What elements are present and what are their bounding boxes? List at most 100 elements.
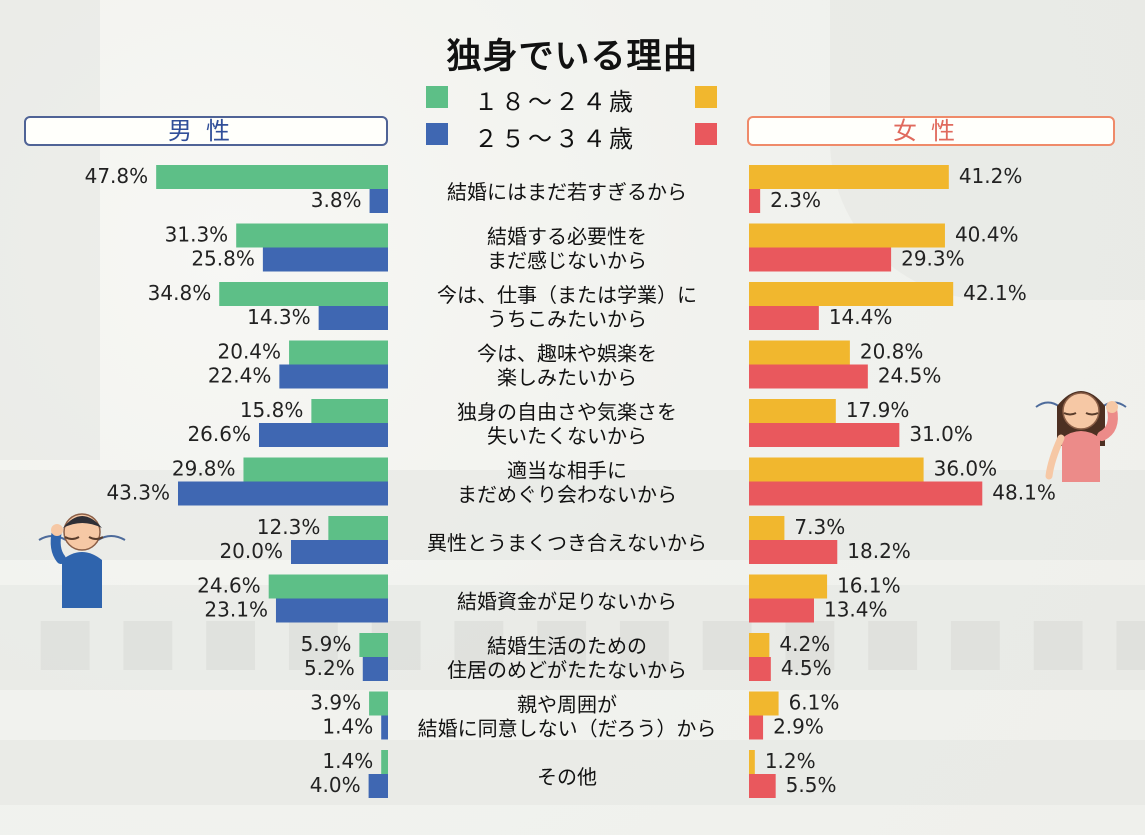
female-25-34-label: 5.5% bbox=[786, 773, 837, 797]
male-25-34-label: 4.0% bbox=[310, 773, 361, 797]
female-18-24-bar bbox=[749, 516, 785, 540]
category-label: 結婚にはまだ若すぎるから bbox=[447, 180, 687, 204]
female-18-24-bar bbox=[749, 282, 954, 306]
female-18-24-bar bbox=[749, 691, 779, 716]
male-25-34-label: 43.3% bbox=[106, 481, 170, 505]
background-shape bbox=[0, 585, 1145, 690]
category-label-line: 結婚にはまだ若すぎるから bbox=[447, 180, 687, 204]
female-25-34-label: 18.2% bbox=[847, 539, 911, 563]
male-18-24-label: 3.9% bbox=[310, 691, 361, 715]
male-18-24-bar bbox=[328, 516, 388, 540]
male-18-24-bar bbox=[268, 574, 388, 599]
male-25-34-label: 5.2% bbox=[304, 656, 355, 680]
male-18-24-bar bbox=[289, 340, 388, 365]
male-18-24-label: 15.8% bbox=[240, 398, 304, 422]
female-25-34-bar bbox=[749, 364, 868, 389]
female-25-34-label: 14.4% bbox=[829, 305, 893, 329]
legend-swatch-18-24-male bbox=[426, 86, 448, 108]
category-label: その他 bbox=[537, 765, 597, 789]
female-25-34-bar bbox=[749, 481, 983, 506]
category-label-line: 結婚に同意しない（だろう）から bbox=[418, 717, 717, 741]
category-label: 今は、趣味や娯楽を楽しみたいから bbox=[477, 342, 657, 390]
female-18-24-bar bbox=[749, 457, 924, 482]
male-18-24-label: 29.8% bbox=[172, 457, 236, 481]
female-18-24-bar bbox=[749, 340, 850, 365]
legend-swatch-25-34-male bbox=[426, 123, 448, 145]
female-18-24-label: 1.2% bbox=[765, 749, 816, 773]
category-label: 今は、仕事（または学業）にうちこみたいから bbox=[437, 283, 697, 331]
male-25-34-bar bbox=[369, 189, 388, 213]
female-25-34-label: 24.5% bbox=[878, 364, 942, 388]
category-label-line: 結婚する必要性を bbox=[487, 225, 647, 249]
female-18-24-label: 40.4% bbox=[955, 223, 1019, 247]
male-25-34-bar bbox=[291, 540, 388, 564]
category-label: 結婚する必要性をまだ感じないから bbox=[487, 225, 647, 273]
category-label: 適当な相手にまだめぐり会わないから bbox=[457, 459, 677, 507]
male-18-24-label: 47.8% bbox=[85, 164, 149, 188]
male-18-24-label: 34.8% bbox=[148, 281, 212, 305]
category-label-line: 今は、趣味や娯楽を bbox=[477, 342, 657, 366]
female-25-34-label: 2.9% bbox=[773, 715, 824, 739]
category-label-line: 独身の自由さや気楽さを bbox=[457, 400, 677, 424]
male-25-34-bar bbox=[381, 715, 388, 740]
female-25-34-bar bbox=[749, 715, 764, 740]
male-25-34-label: 23.1% bbox=[204, 598, 268, 622]
male-18-24-bar bbox=[236, 223, 388, 248]
male-18-24-bar bbox=[156, 165, 388, 189]
category-label-line: 異性とうまくつき合えないから bbox=[427, 531, 707, 555]
female-25-34-bar bbox=[749, 247, 892, 272]
female-25-34-bar bbox=[749, 657, 771, 681]
male-18-24-label: 24.6% bbox=[197, 574, 261, 598]
female-18-24-label: 7.3% bbox=[794, 515, 845, 539]
category-label: 結婚生活のための住居のめどがたたないから bbox=[447, 634, 687, 682]
male-25-34-label: 3.8% bbox=[311, 188, 362, 212]
legend-label-25-34: ２５～３４歳 bbox=[474, 125, 636, 153]
female-18-24-label: 36.0% bbox=[934, 457, 998, 481]
female-18-24-label: 41.2% bbox=[959, 164, 1023, 188]
female-25-34-bar bbox=[749, 189, 761, 213]
female-25-34-bar bbox=[749, 540, 838, 564]
category-label-line: 失いたくないから bbox=[487, 424, 647, 448]
male-18-24-bar bbox=[369, 691, 388, 716]
female-18-24-bar bbox=[749, 750, 755, 774]
male-25-34-bar bbox=[258, 423, 388, 447]
female-25-34-label: 4.5% bbox=[781, 656, 832, 680]
category-label-line: うちこみたいから bbox=[487, 307, 647, 331]
category-label-line: 今は、仕事（または学業）に bbox=[437, 283, 697, 307]
male-25-34-bar bbox=[318, 306, 388, 330]
male-25-34-label: 1.4% bbox=[322, 715, 373, 739]
female-18-24-label: 16.1% bbox=[837, 574, 901, 598]
category-label-line: 楽しみたいから bbox=[497, 366, 637, 390]
female-25-34-label: 13.4% bbox=[824, 598, 888, 622]
male-18-24-label: 1.4% bbox=[322, 749, 373, 773]
male-25-34-label: 22.4% bbox=[208, 364, 272, 388]
chart-title: 独身でいる理由 bbox=[446, 37, 699, 77]
male-18-24-bar bbox=[359, 633, 388, 657]
male-25-34-label: 25.8% bbox=[191, 247, 255, 271]
category-label-line: 親や周囲が bbox=[517, 693, 617, 717]
male-18-24-bar bbox=[219, 282, 388, 306]
male-25-34-label: 26.6% bbox=[187, 422, 251, 446]
female-heading: 女性 bbox=[747, 116, 1115, 146]
female-25-34-label: 48.1% bbox=[992, 481, 1056, 505]
female-18-24-label: 4.2% bbox=[779, 632, 830, 656]
male-18-24-bar bbox=[243, 457, 388, 482]
female-25-34-label: 31.0% bbox=[909, 422, 973, 446]
category-label: 結婚資金が足りないから bbox=[457, 590, 677, 614]
female-25-34-bar bbox=[749, 774, 776, 798]
category-label-line: まだ感じないから bbox=[487, 249, 647, 273]
female-18-24-bar bbox=[749, 399, 836, 423]
male-18-24-label: 12.3% bbox=[257, 515, 321, 539]
female-18-24-bar bbox=[749, 633, 770, 657]
female-18-24-label: 42.1% bbox=[963, 281, 1027, 305]
female-25-34-bar bbox=[749, 598, 814, 623]
category-label: 独身の自由さや気楽さを失いたくないから bbox=[457, 400, 677, 448]
female-18-24-bar bbox=[749, 223, 945, 248]
category-label-line: 住居のめどがたたないから bbox=[447, 658, 687, 682]
category-label-line: 結婚資金が足りないから bbox=[457, 590, 677, 614]
male-25-34-label: 14.3% bbox=[247, 305, 311, 329]
category-label-line: その他 bbox=[537, 765, 597, 789]
male-18-24-bar bbox=[381, 750, 388, 774]
